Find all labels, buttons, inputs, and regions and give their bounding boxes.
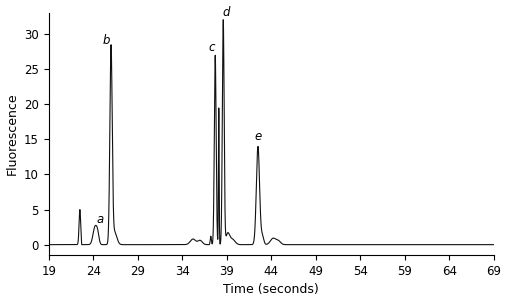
Y-axis label: Fluorescence: Fluorescence: [6, 93, 19, 175]
Text: e: e: [255, 130, 262, 143]
X-axis label: Time (seconds): Time (seconds): [224, 284, 319, 297]
Text: d: d: [223, 6, 230, 19]
Text: c: c: [208, 41, 214, 54]
Text: a: a: [97, 214, 104, 226]
Text: b: b: [103, 34, 111, 47]
